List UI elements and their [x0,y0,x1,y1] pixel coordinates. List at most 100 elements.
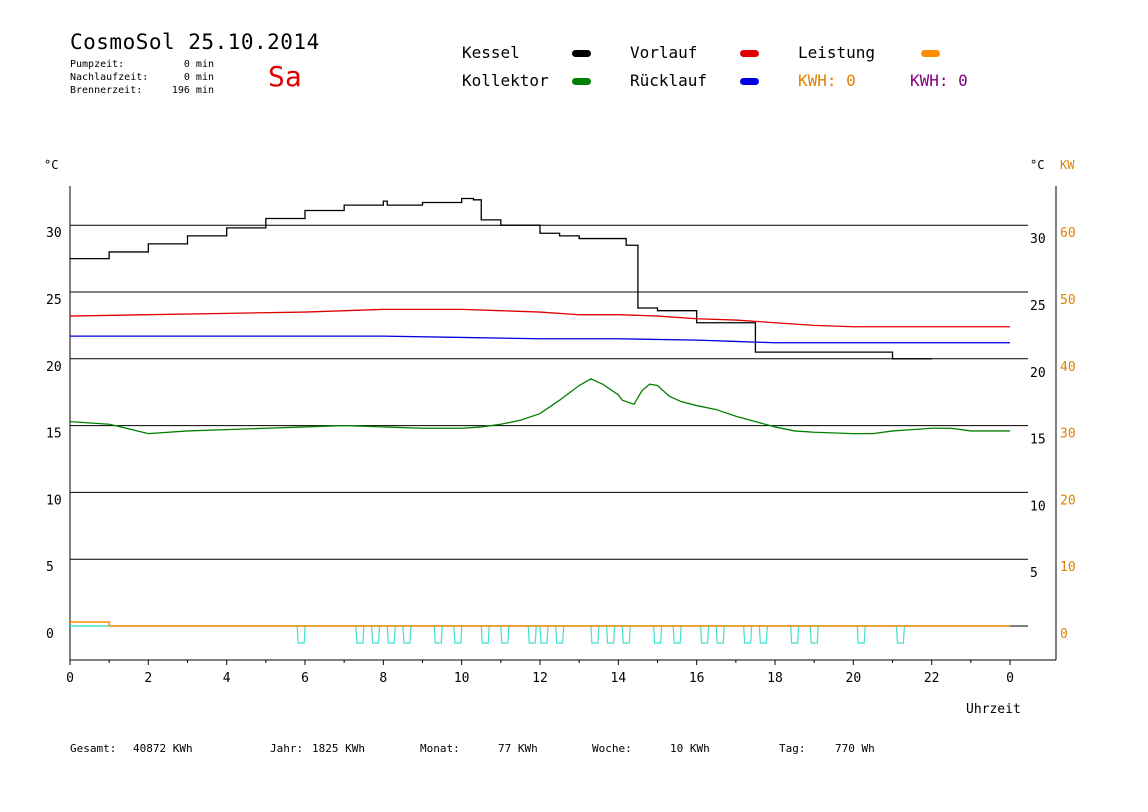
stat-label: Pumpzeit: [70,59,125,70]
monat-label: Monat: [420,742,460,755]
right-axis-unit-kw: KW [1060,158,1075,172]
y-tick-label-right-kw: 30 [1060,427,1076,442]
x-tick-label: 18 [767,671,783,686]
x-tick-label: 0 [1006,671,1014,686]
left-axis-unit: °C [44,158,59,172]
pump-pulse [500,625,510,644]
stat-label: Nachlaufzeit: [70,72,149,83]
y-tick-label-right-kw: 50 [1060,293,1076,308]
woche-label: Woche: [592,742,632,755]
x-tick-label: 10 [454,671,470,686]
pump-pulse [370,625,381,644]
x-tick-label: 16 [689,671,705,686]
kwh-orange: KWH: 0 [798,71,856,90]
series-line-rücklauf [70,335,1010,344]
pump-pulse [296,625,306,644]
x-tick-label: 14 [611,671,627,686]
x-tick-label: 2 [144,671,152,686]
legend-label-ruecklauf: Rücklauf [630,71,708,90]
legend-swatch-ruecklauf [740,78,759,85]
pump-pulse [652,625,663,644]
pump-pulse [605,625,616,644]
woche-value: 10 KWh [670,742,710,755]
pump-pulse [809,625,819,644]
runtime-stats: Pumpzeit: 0 min Nachlaufzeit: 0 min Brenne… [70,58,214,97]
pump-pulse [672,625,682,644]
series-line-kessel [70,197,932,360]
legend-label-kollektor: Kollektor [462,71,549,90]
pump-pulse [355,625,365,644]
stat-value: 0 min [183,72,214,83]
y-tick-label-left: 20 [46,360,62,375]
x-tick-label: 12 [532,671,548,686]
legend-label-kessel: Kessel [462,43,520,62]
y-tick-label-left: 5 [46,560,54,575]
legend-swatch-kollektor [572,78,591,85]
x-axis-label: Uhrzeit [966,702,1021,717]
y-tick-label-right-kw: 60 [1060,226,1076,241]
legend-swatch-leistung [921,50,940,57]
y-tick-label-right-c: 30 [1030,232,1046,247]
y-tick-label-right-kw: 40 [1060,360,1076,375]
pump-pulse [743,625,753,644]
stat-row: Nachlaufzeit: 0 min [70,71,214,84]
weekday-label: Sa [268,60,302,93]
right-axis-unit-c: °C [1030,158,1045,172]
y-tick-label-right-c: 15 [1030,433,1046,448]
stat-value: 196 min [171,85,214,96]
tag-label: Tag: [779,742,806,755]
pump-pulse [453,625,463,644]
y-tick-label-left: 15 [46,427,62,442]
pump-pulse [539,625,549,644]
x-tick-label: 8 [379,671,387,686]
x-tick-label: 22 [924,671,940,686]
legend-label-leistung: Leistung [798,43,876,62]
y-tick-label-right-kw: 10 [1060,560,1076,575]
pump-pulse [590,625,600,644]
x-tick-label: 6 [301,671,309,686]
jahr-value: 1825 KWh [312,742,365,755]
page-title: CosmoSol 25.10.2014 [70,30,320,54]
y-tick-label-left: 10 [46,493,62,508]
pump-pulse [433,625,443,644]
monat-value: 77 KWh [498,742,538,755]
pump-pulse [790,625,800,644]
pump-pulse [527,625,537,644]
y-tick-label-right-kw: 20 [1060,493,1076,508]
pump-pulse [402,625,412,644]
legend-swatch-vorlauf [740,50,759,57]
tag-value: 770 Wh [835,742,875,755]
y-tick-label-right-kw: 0 [1060,627,1068,642]
legend-label-vorlauf: Vorlauf [630,43,698,62]
gesamt-value: 40872 KWh [133,742,193,755]
jahr-label: Jahr: [270,742,304,755]
pump-pulse [555,625,565,644]
pump-pulse [856,625,866,644]
pump-pulse [895,625,906,644]
series-line-kollektor [69,378,1010,435]
y-tick-label-right-c: 25 [1030,299,1046,314]
stat-value: 0 min [183,59,214,70]
pump-pulse [621,625,631,644]
series-line-leistung [70,621,1010,627]
y-tick-label-left: 0 [46,627,54,642]
y-tick-label-right-c: 10 [1030,499,1046,514]
pump-pulse [715,625,725,644]
pump-pulse [386,625,396,644]
stat-row: Pumpzeit: 0 min [70,58,214,71]
gesamt-label: Gesamt: [70,742,117,755]
series-line-vorlauf [69,308,1010,328]
x-tick-label: 20 [846,671,862,686]
kwh-purple: KWH: 0 [910,71,968,90]
y-tick-label-left: 25 [46,293,62,308]
y-tick-label-left: 30 [46,226,62,241]
pump-pulse [480,625,490,644]
y-tick-label-right-c: 20 [1030,366,1046,381]
legend-swatch-kessel [572,50,591,57]
pump-pulse [758,625,768,644]
pump-pulse [699,625,710,644]
y-tick-label-right-c: 5 [1030,566,1038,581]
x-tick-label: 4 [223,671,231,686]
stat-label: Brennerzeit: [70,85,143,96]
